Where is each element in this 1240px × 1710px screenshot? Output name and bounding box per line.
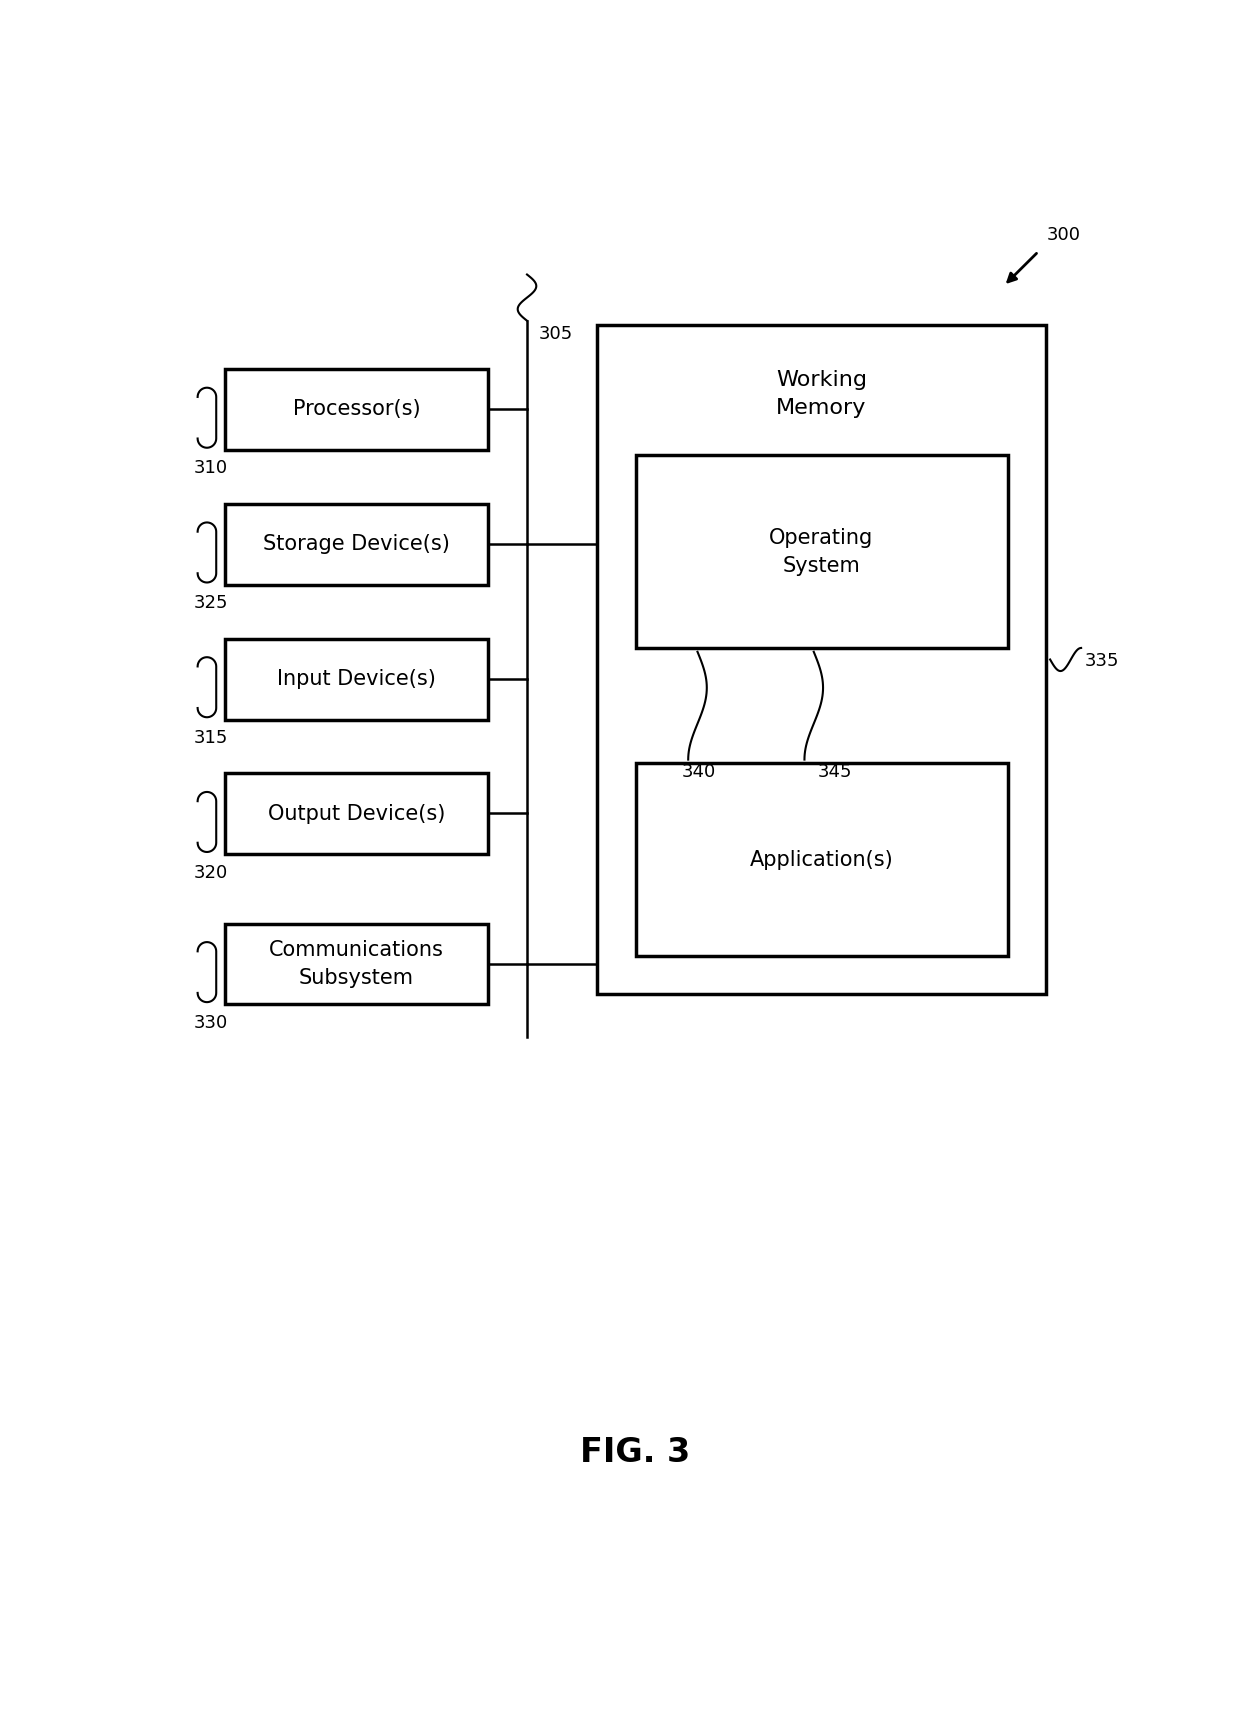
- Text: 325: 325: [193, 593, 228, 612]
- Text: 345: 345: [817, 763, 852, 781]
- Text: Processor(s): Processor(s): [293, 398, 420, 419]
- Bar: [224, 923, 489, 1004]
- Bar: [635, 763, 1007, 956]
- Bar: [224, 773, 489, 855]
- Bar: [635, 455, 1007, 648]
- Text: 335: 335: [1085, 652, 1120, 670]
- Bar: [596, 325, 1047, 995]
- Text: Application(s): Application(s): [750, 850, 893, 870]
- Text: Storage Device(s): Storage Device(s): [263, 534, 450, 554]
- Text: FIG. 3: FIG. 3: [580, 1436, 691, 1469]
- Text: Working
Memory: Working Memory: [776, 369, 867, 417]
- Bar: [224, 640, 489, 720]
- Text: Input Device(s): Input Device(s): [277, 669, 436, 689]
- Text: 300: 300: [1047, 226, 1080, 245]
- Text: Output Device(s): Output Device(s): [268, 804, 445, 824]
- Text: 330: 330: [193, 1014, 228, 1031]
- Text: Communications
Subsystem: Communications Subsystem: [269, 941, 444, 988]
- Text: 315: 315: [193, 728, 228, 747]
- Text: 305: 305: [538, 325, 573, 342]
- Text: 310: 310: [193, 460, 228, 477]
- Text: Operating
System: Operating System: [769, 528, 874, 576]
- Bar: [224, 504, 489, 585]
- Bar: [224, 369, 489, 450]
- Text: 320: 320: [193, 864, 228, 882]
- Text: 340: 340: [682, 763, 717, 781]
